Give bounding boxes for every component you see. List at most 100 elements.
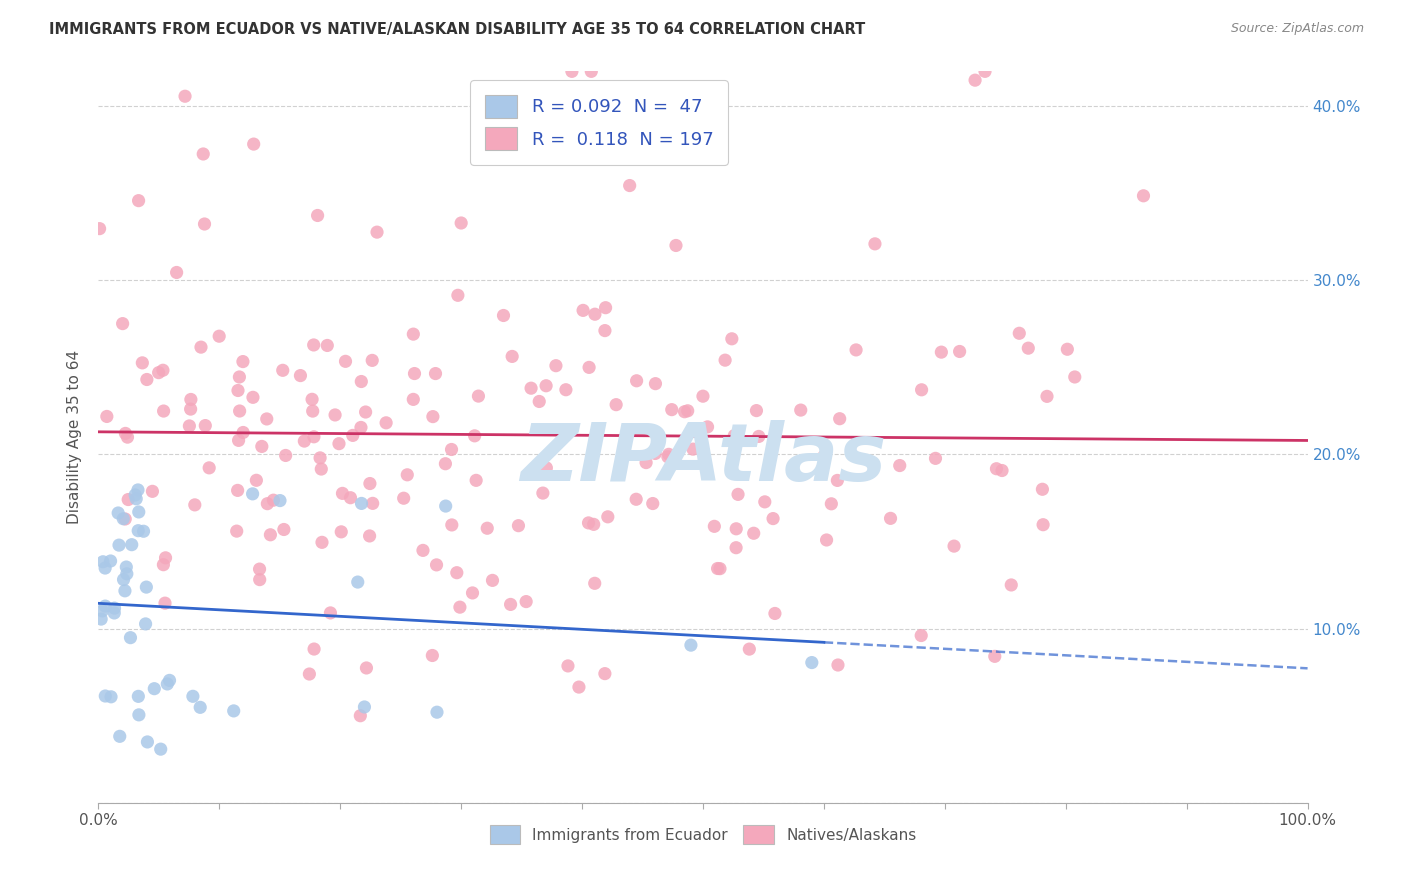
Point (339, 491, 361, 505)
Point (149, 742, 172, 756)
Point (225, 524, 247, 538)
Point (508, 518, 530, 533)
Point (706, 561, 728, 575)
Point (249, 562, 271, 576)
Point (742, 526, 765, 541)
Point (350, 496, 373, 510)
Point (572, 303, 595, 318)
Point (1000, 578, 1022, 592)
Point (889, 458, 911, 473)
Point (298, 667, 321, 681)
Point (1017, 341, 1039, 355)
Point (464, 429, 486, 443)
Point (242, 487, 264, 501)
Point (709, 562, 731, 576)
Point (725, 522, 748, 536)
Point (335, 354, 357, 368)
Point (89, 221, 111, 235)
Point (152, 558, 174, 572)
Point (984, 649, 1007, 664)
Point (319, 606, 342, 620)
Point (120, 631, 142, 645)
Point (232, 425, 254, 440)
Point (619, 178, 641, 193)
Point (658, 447, 681, 461)
Point (307, 209, 329, 223)
Point (568, 680, 591, 694)
Point (127, 524, 149, 538)
Point (135, 580, 157, 594)
Point (554, 383, 576, 397)
Point (583, 576, 606, 591)
Point (114, 512, 136, 526)
Point (644, 446, 666, 460)
Point (302, 642, 325, 657)
Point (100, 690, 122, 704)
Point (515, 594, 537, 608)
Point (446, 566, 468, 580)
Point (520, 381, 543, 395)
Point (447, 288, 470, 302)
Point (676, 404, 699, 418)
Point (242, 390, 264, 404)
Point (434, 499, 457, 513)
Point (581, 64, 603, 78)
Point (311, 535, 333, 549)
Point (155, 550, 177, 565)
Point (309, 450, 332, 465)
Point (193, 217, 215, 231)
Point (245, 473, 267, 487)
Point (117, 492, 139, 507)
Point (141, 484, 163, 499)
Point (696, 420, 718, 434)
Point (924, 451, 946, 466)
Point (624, 492, 647, 507)
Point (328, 436, 350, 450)
Point (827, 658, 849, 673)
Point (136, 735, 159, 749)
Point (259, 528, 281, 542)
Point (301, 392, 323, 407)
Point (114, 583, 136, 598)
Point (450, 216, 472, 230)
Point (262, 493, 284, 508)
Point (596, 509, 619, 524)
Point (564, 103, 586, 118)
Point (748, 429, 770, 443)
Point (166, 265, 188, 279)
Point (644, 376, 666, 391)
Point (271, 363, 294, 377)
Point (311, 462, 333, 476)
Point (991, 463, 1014, 477)
Point (467, 389, 489, 403)
Point (813, 449, 835, 463)
Point (440, 517, 463, 532)
Point (422, 648, 444, 663)
Point (222, 704, 245, 718)
Point (290, 368, 312, 383)
Point (481, 574, 503, 588)
Point (404, 367, 426, 381)
Point (356, 661, 378, 675)
Point (790, 403, 813, 417)
Point (148, 366, 170, 380)
Point (465, 474, 488, 488)
Point (943, 539, 966, 553)
Point (330, 524, 353, 539)
Point (125, 491, 148, 506)
Point (249, 573, 271, 587)
Point (692, 389, 714, 403)
Point (449, 600, 471, 615)
Point (1008, 326, 1031, 341)
Point (477, 521, 499, 535)
Point (974, 64, 997, 78)
Point (350, 420, 373, 434)
Point (127, 483, 149, 497)
Point (1063, 370, 1085, 384)
Text: ZIPAtlas: ZIPAtlas (520, 420, 886, 498)
Point (111, 317, 134, 331)
Point (578, 360, 600, 375)
Point (179, 419, 201, 434)
Point (499, 598, 522, 612)
Point (425, 558, 447, 572)
